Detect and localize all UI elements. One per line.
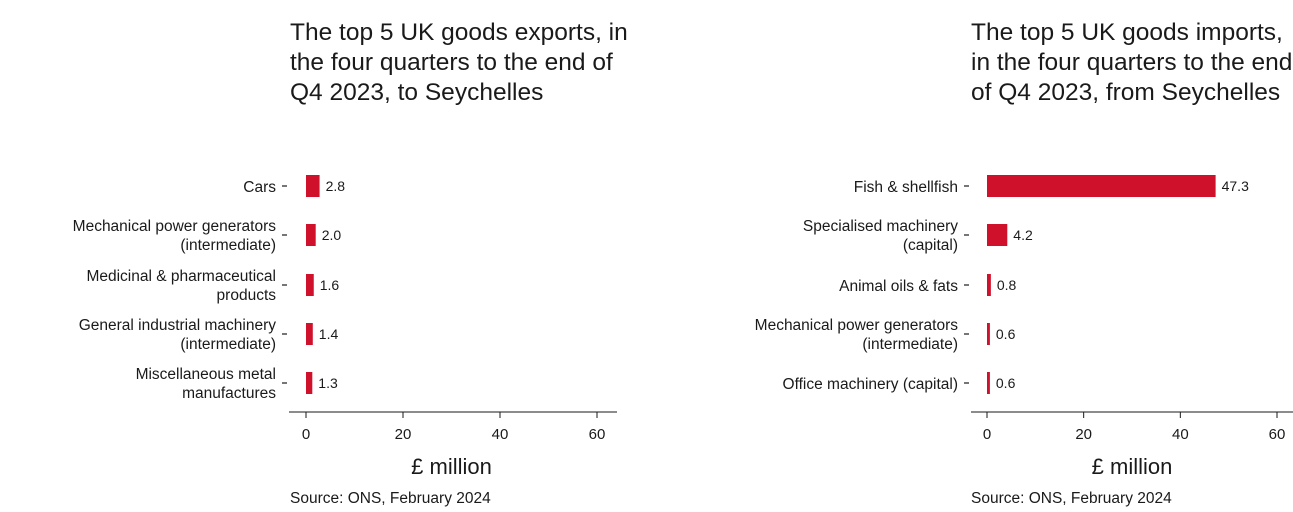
chart-title: The top 5 UK goods exports, in the four … [290, 19, 628, 106]
category-label: Animal oils & fats [839, 278, 958, 295]
x-axis-label: £ million [1092, 454, 1173, 479]
x-axis-label: £ million [411, 454, 492, 479]
x-tick-label: 40 [492, 426, 509, 443]
category-label: Medicinal & pharmaceutical products [86, 268, 276, 304]
bar [306, 175, 320, 197]
category-label: Specialised machinery (capital) [803, 218, 958, 254]
data-label: 1.6 [320, 277, 340, 293]
category-label: Mechanical power generators (intermediate… [755, 317, 959, 353]
data-label: 0.6 [996, 375, 1016, 391]
bar [987, 274, 991, 296]
bar [306, 372, 313, 394]
category-label: Cars [243, 179, 276, 196]
x-tick-label: 60 [589, 426, 606, 443]
data-label: 0.6 [996, 326, 1016, 342]
category-label: Mechanical power generators (intermediate… [73, 218, 277, 254]
data-label: 1.4 [319, 326, 339, 342]
chart-title: The top 5 UK goods imports, in the four … [971, 19, 1293, 106]
x-tick-label: 20 [1075, 426, 1092, 443]
imports-chart-panel: The top 5 UK goods imports, in the four … [646, 0, 1293, 512]
x-tick-label: 40 [1172, 426, 1189, 443]
data-label: 1.3 [318, 375, 338, 391]
data-label: 2.0 [322, 227, 342, 243]
bar [306, 274, 314, 296]
imports-bar-chart: 0 20 40 60 £ million 47.3 Fish & shellfish 4.2 S… [755, 175, 1293, 479]
data-label: 2.8 [326, 178, 346, 194]
bar [987, 224, 1008, 246]
x-tick-label: 0 [302, 426, 310, 443]
category-label: Miscellaneous metal manufactures [136, 366, 277, 402]
bar [987, 372, 990, 394]
category-label: General industrial machinery (intermediat… [79, 317, 277, 353]
x-tick-label: 20 [395, 426, 412, 443]
data-label: 47.3 [1222, 178, 1249, 194]
data-label: 4.2 [1013, 227, 1033, 243]
bar [987, 323, 990, 345]
x-tick-label: 60 [1269, 426, 1286, 443]
category-label: Office machinery (capital) [783, 376, 958, 393]
data-label: 0.8 [997, 277, 1017, 293]
x-tick-label: 0 [983, 426, 991, 443]
bar [987, 175, 1216, 197]
chart-source: Source: ONS, February 2024 [971, 490, 1172, 507]
bar [306, 224, 316, 246]
category-label: Fish & shellfish [854, 179, 958, 196]
exports-bar-chart: 0 20 40 60 £ million 2.8 Cars 2.0 Mechanical pow… [73, 175, 617, 479]
bar [306, 323, 313, 345]
exports-chart-panel: The top 5 UK goods exports, in the four … [0, 0, 646, 512]
chart-source: Source: ONS, February 2024 [290, 490, 491, 507]
